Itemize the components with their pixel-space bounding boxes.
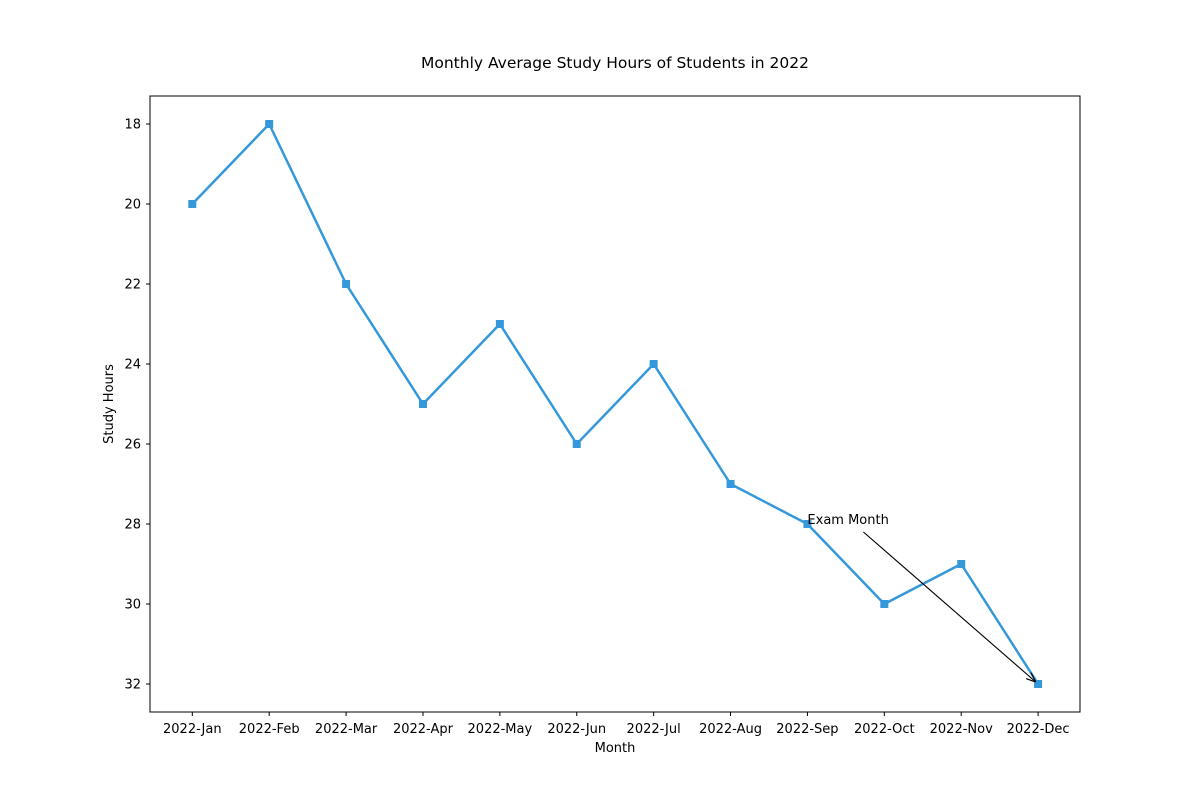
x-tick-label: 2022-Dec (1007, 722, 1070, 737)
data-point-marker (726, 480, 735, 488)
y-tick-label: 18 (124, 118, 141, 133)
x-tick-label: 2022-Mar (315, 722, 378, 737)
data-point-marker (188, 200, 197, 208)
x-axis-ticks: 2022-Jan 2022-Feb 2022-Mar 2022-Apr 2022-May… (163, 712, 1070, 737)
x-tick-label: 2022-Feb (239, 722, 300, 737)
x-tick-label: 2022-Sep (776, 722, 838, 737)
y-tick-label: 24 (124, 358, 141, 373)
annotation-layer: Exam Month (807, 513, 1035, 681)
data-point-marker (342, 280, 351, 288)
data-point-marker (572, 440, 581, 448)
y-tick-label: 22 (124, 278, 141, 293)
y-tick-label: 30 (124, 598, 141, 613)
data-point-marker (1034, 680, 1043, 688)
x-tick-label: 2022-Jun (547, 722, 606, 737)
y-tick-label: 28 (124, 518, 141, 533)
x-tick-label: 2022-Nov (930, 722, 993, 737)
x-tick-label: 2022-May (468, 722, 533, 737)
plot-area-frame (149, 95, 1081, 713)
chart-title: Monthly Average Study Hours of Students … (421, 54, 809, 72)
y-tick-label: 20 (124, 198, 141, 213)
data-point-marker (803, 520, 812, 528)
x-axis-label: Month (595, 741, 636, 756)
x-tick-label: 2022-Aug (699, 722, 762, 737)
x-tick-label: 2022-Jul (627, 722, 681, 737)
data-point-marker (957, 560, 966, 568)
annotation-label: Exam Month (807, 513, 888, 528)
series-line (191, 122, 1040, 685)
y-axis-label: Study Hours (102, 364, 117, 444)
data-point-marker (649, 360, 658, 368)
x-tick-label: 2022-Jan (163, 722, 222, 737)
series-layer (188, 120, 1043, 688)
y-tick-label: 26 (124, 438, 141, 453)
data-point-marker (265, 120, 274, 128)
data-point-marker (880, 600, 889, 608)
x-tick-label: 2022-Oct (854, 722, 915, 737)
y-tick-label: 32 (124, 678, 141, 693)
x-tick-label: 2022-Apr (393, 722, 454, 737)
data-point-marker (495, 320, 504, 328)
annotation-arrow (863, 531, 1035, 681)
data-point-marker (418, 400, 427, 408)
y-axis-ticks: 18 20 22 24 26 28 30 32 (124, 118, 150, 693)
